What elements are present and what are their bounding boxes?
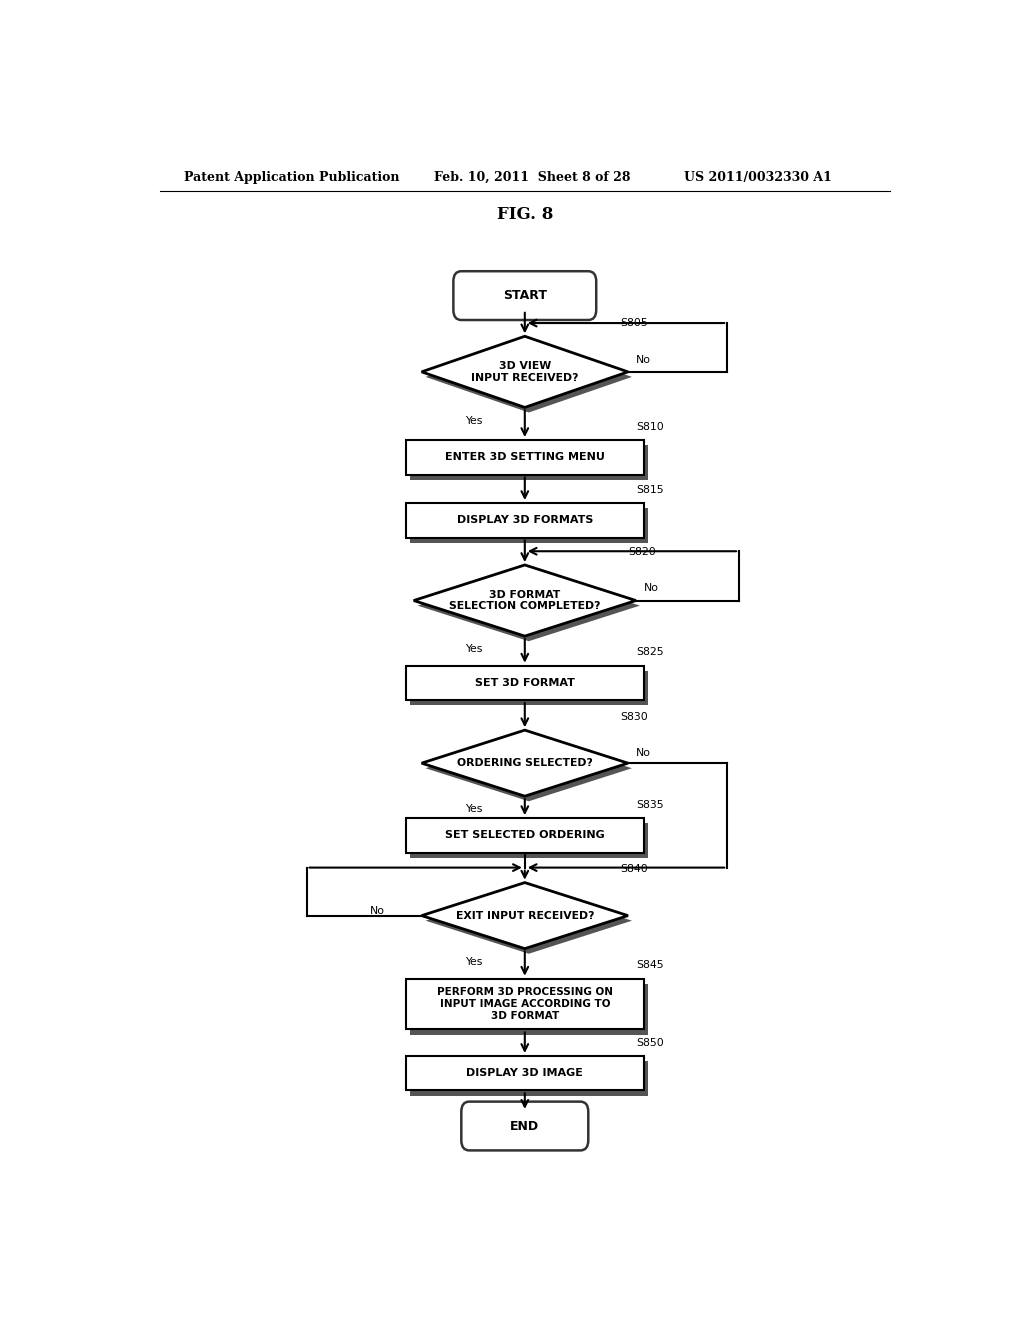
Polygon shape (414, 565, 636, 636)
Text: DISPLAY 3D IMAGE: DISPLAY 3D IMAGE (466, 1068, 584, 1078)
Text: S825: S825 (636, 647, 664, 657)
Bar (410, 1061, 648, 1096)
Bar (406, 978, 644, 1030)
Text: Yes: Yes (465, 957, 482, 966)
Bar (406, 440, 644, 474)
Text: FIG. 8: FIG. 8 (497, 206, 553, 223)
Text: DISPLAY 3D FORMATS: DISPLAY 3D FORMATS (457, 515, 593, 525)
Text: PERFORM 3D PROCESSING ON
INPUT IMAGE ACCORDING TO
3D FORMAT: PERFORM 3D PROCESSING ON INPUT IMAGE ACC… (437, 987, 612, 1020)
Bar (406, 818, 644, 853)
Text: S840: S840 (620, 865, 648, 874)
FancyBboxPatch shape (461, 1102, 588, 1151)
Text: S810: S810 (636, 421, 664, 432)
Text: END: END (510, 1119, 540, 1133)
Bar (410, 508, 648, 543)
Text: No: No (644, 583, 658, 593)
Bar (406, 665, 644, 700)
Bar (410, 983, 648, 1035)
Text: Yes: Yes (465, 804, 482, 814)
Text: No: No (636, 355, 651, 364)
FancyBboxPatch shape (454, 271, 596, 319)
Polygon shape (418, 570, 640, 642)
Text: 3D FORMAT
SELECTION COMPLETED?: 3D FORMAT SELECTION COMPLETED? (450, 590, 600, 611)
Text: US 2011/0032330 A1: US 2011/0032330 A1 (684, 170, 831, 183)
Text: S830: S830 (620, 711, 648, 722)
Text: Yes: Yes (465, 644, 482, 655)
Text: No: No (370, 906, 385, 916)
Polygon shape (426, 735, 632, 801)
Text: Patent Application Publication: Patent Application Publication (183, 170, 399, 183)
Text: Feb. 10, 2011  Sheet 8 of 28: Feb. 10, 2011 Sheet 8 of 28 (433, 170, 630, 183)
Text: S835: S835 (636, 800, 664, 810)
Text: Yes: Yes (465, 416, 482, 425)
Text: ORDERING SELECTED?: ORDERING SELECTED? (457, 758, 593, 768)
Polygon shape (422, 730, 628, 796)
Text: EXIT INPUT RECEIVED?: EXIT INPUT RECEIVED? (456, 911, 594, 920)
Polygon shape (426, 887, 632, 954)
Polygon shape (426, 342, 632, 412)
Text: SET SELECTED ORDERING: SET SELECTED ORDERING (444, 830, 605, 841)
Text: ENTER 3D SETTING MENU: ENTER 3D SETTING MENU (444, 453, 605, 462)
Text: START: START (503, 289, 547, 302)
Text: S815: S815 (636, 484, 664, 495)
Text: S850: S850 (636, 1038, 664, 1048)
Bar (410, 445, 648, 479)
Text: SET 3D FORMAT: SET 3D FORMAT (475, 678, 574, 688)
Polygon shape (422, 337, 628, 408)
Bar (410, 824, 648, 858)
Text: S820: S820 (628, 546, 655, 557)
Text: No: No (636, 748, 651, 758)
Text: S805: S805 (620, 318, 648, 329)
Bar (410, 671, 648, 705)
Text: 3D VIEW
INPUT RECEIVED?: 3D VIEW INPUT RECEIVED? (471, 362, 579, 383)
Polygon shape (422, 883, 628, 949)
Bar (406, 503, 644, 537)
Bar (406, 1056, 644, 1090)
Text: S845: S845 (636, 961, 664, 970)
